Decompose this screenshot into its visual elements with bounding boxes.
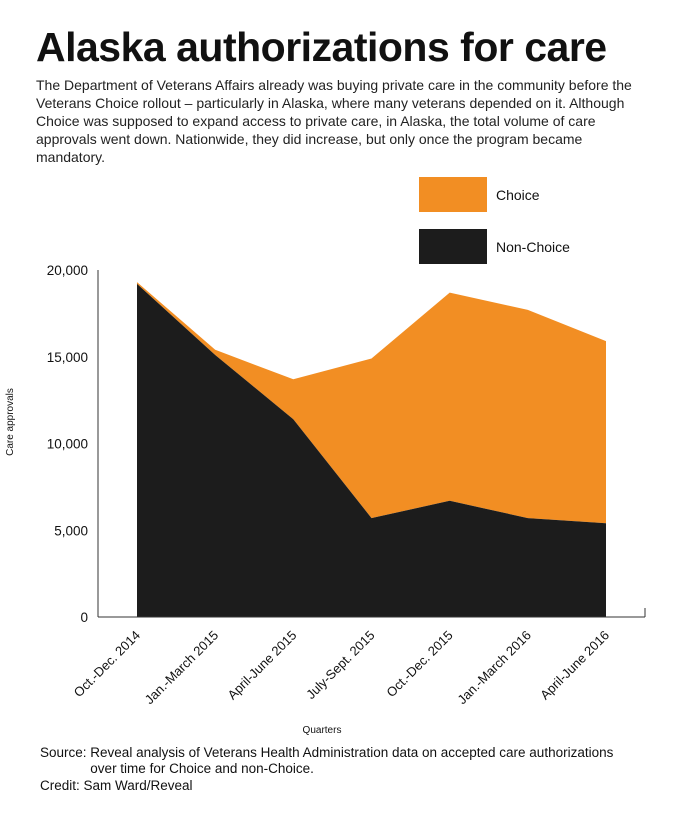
x-axis-label: Quarters — [303, 725, 342, 736]
legend-label: Non-Choice — [496, 239, 570, 255]
x-tick-label: April-June 2015 — [224, 628, 299, 703]
x-tick-label: July-Sept. 2015 — [303, 628, 377, 702]
x-tick-label: Oct.-Dec. 2014 — [71, 628, 143, 700]
x-tick-label: Oct.-Dec. 2015 — [383, 628, 455, 700]
source-label: Source: — [40, 745, 87, 760]
chart-title: Alaska authorizations for care — [36, 24, 607, 70]
y-tick-label: 15,000 — [47, 350, 88, 365]
area-choice — [137, 282, 606, 524]
source-text: Reveal analysis of Veterans Health Admin… — [90, 745, 614, 776]
legend: Choice Non-Choice — [419, 177, 570, 264]
x-tick-label: Jan.-March 2016 — [454, 628, 534, 708]
y-tick-label: 0 — [80, 610, 88, 625]
legend-swatch-non-choice — [419, 229, 487, 264]
credit-line: Credit: Sam Ward/Reveal — [40, 778, 193, 793]
chart-subtitle: The Department of Veterans Affairs alrea… — [36, 77, 632, 165]
axes — [97, 270, 646, 618]
y-tick-label: 10,000 — [47, 437, 88, 452]
y-axis-label: Care approvals — [5, 388, 16, 456]
y-tick-labels: 0 5,000 10,000 15,000 20,000 — [47, 263, 88, 625]
area-non-choice — [137, 283, 606, 617]
source-note: Source: Reveal analysis of Veterans Heal… — [40, 745, 640, 777]
y-tick-label: 5,000 — [54, 523, 88, 538]
x-tick-label: Jan.-March 2015 — [142, 628, 222, 708]
legend-label: Choice — [496, 187, 540, 203]
legend-swatch-choice — [419, 177, 487, 212]
y-tick-label: 20,000 — [47, 263, 88, 278]
x-tick-label: April-June 2016 — [537, 628, 612, 703]
area-layer — [137, 282, 606, 617]
